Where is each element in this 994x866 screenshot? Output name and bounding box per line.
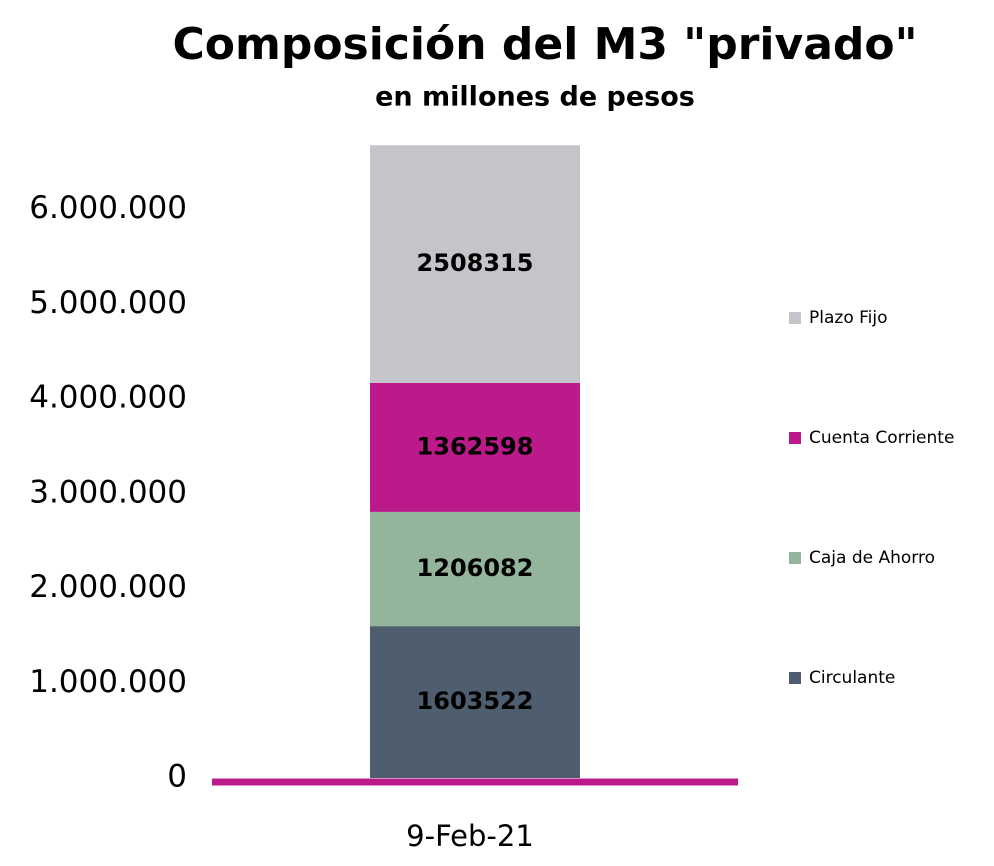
bar-segment xyxy=(370,145,580,383)
value-label: 1603522 xyxy=(417,687,534,715)
legend-swatch xyxy=(789,432,801,444)
x-tick-label: 9-Feb-21 xyxy=(406,819,534,853)
bar-segment xyxy=(370,511,580,627)
bar-segment xyxy=(370,382,580,512)
value-label: 1206082 xyxy=(417,554,534,582)
legend-label: Caja de Ahorro xyxy=(809,548,935,568)
y-tick-label: 2.000.000 xyxy=(29,569,187,605)
y-tick-label: 5.000.000 xyxy=(29,285,187,321)
legend-swatch xyxy=(789,672,801,684)
chart-title: Composición del M3 "privado" xyxy=(172,19,917,70)
chart-subtitle: en millones de pesos xyxy=(375,82,695,113)
bar-segment xyxy=(370,626,580,778)
legend-swatch xyxy=(789,312,801,324)
legend-label: Circulante xyxy=(809,668,895,688)
y-tick-label: 1.000.000 xyxy=(29,664,187,700)
y-tick-label: 3.000.000 xyxy=(29,474,187,510)
legend-swatch xyxy=(789,552,801,564)
y-tick-label: 0 xyxy=(167,759,187,795)
y-tick-label: 4.000.000 xyxy=(29,380,187,416)
legend-label: Cuenta Corriente xyxy=(809,428,954,448)
legend-label: Plazo Fijo xyxy=(809,308,888,328)
value-label: 1362598 xyxy=(417,432,534,460)
value-label: 2508315 xyxy=(417,249,534,277)
y-tick-label: 6.000.000 xyxy=(29,190,187,226)
